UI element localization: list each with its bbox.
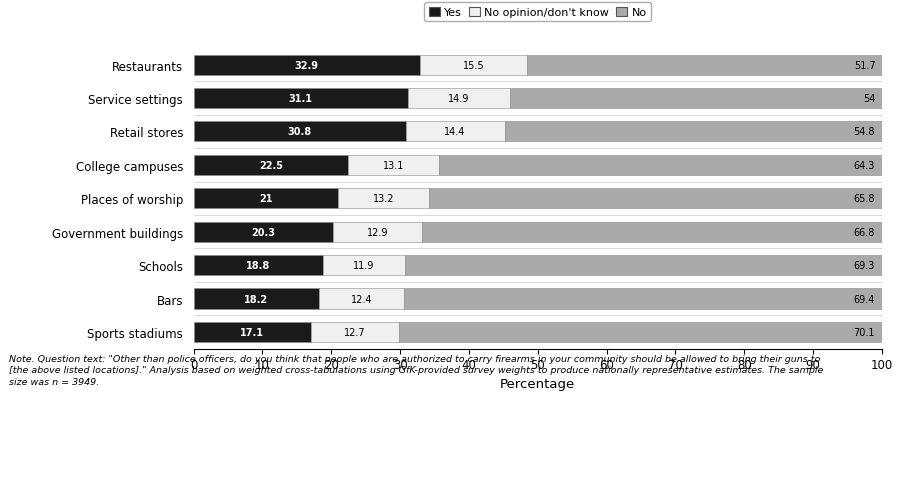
Bar — [194, 156, 348, 176]
Bar — [194, 89, 408, 109]
Bar — [319, 289, 404, 309]
Text: 12.4: 12.4 — [351, 294, 373, 304]
Text: 30.8: 30.8 — [287, 127, 311, 137]
Text: FIGURE 1—Public Opinion on Where People Authorized to Carry Firearms Should Be A: FIGURE 1—Public Opinion on Where People … — [9, 461, 845, 470]
Text: 54.8: 54.8 — [853, 127, 875, 137]
Bar — [194, 122, 406, 142]
Text: 14.9: 14.9 — [448, 94, 470, 104]
Bar — [404, 289, 882, 309]
Bar — [194, 222, 333, 242]
Bar — [510, 89, 882, 109]
Text: 11.9: 11.9 — [353, 261, 374, 270]
X-axis label: Percentage: Percentage — [500, 377, 575, 390]
Text: 66.8: 66.8 — [854, 227, 875, 237]
Bar — [406, 122, 505, 142]
Text: 12.9: 12.9 — [367, 227, 389, 237]
Text: 64.3: 64.3 — [853, 161, 875, 170]
Bar — [405, 256, 882, 276]
Bar — [399, 322, 881, 342]
Text: 31.1: 31.1 — [289, 94, 312, 104]
Bar — [194, 256, 323, 276]
Text: 12.7: 12.7 — [344, 327, 365, 337]
Bar — [323, 256, 405, 276]
Text: Note. Question text: "Other than police officers, do you think that people who a: Note. Question text: "Other than police … — [9, 354, 824, 386]
Text: 13.2: 13.2 — [373, 194, 394, 204]
Bar — [438, 156, 881, 176]
Text: 69.4: 69.4 — [854, 294, 875, 304]
Bar — [194, 289, 319, 309]
Legend: Yes, No opinion/don't know, No: Yes, No opinion/don't know, No — [425, 3, 651, 22]
Text: 13.1: 13.1 — [382, 161, 404, 170]
Bar — [429, 189, 882, 209]
Bar — [333, 222, 422, 242]
Text: 70.1: 70.1 — [853, 327, 875, 337]
Text: 22.5: 22.5 — [259, 161, 283, 170]
Bar — [311, 322, 399, 342]
Text: 17.1: 17.1 — [240, 327, 265, 337]
Text: 15.5: 15.5 — [463, 61, 484, 70]
Bar — [194, 322, 311, 342]
Bar — [194, 56, 420, 76]
Bar — [194, 189, 338, 209]
Text: 51.7: 51.7 — [854, 61, 876, 70]
Bar — [348, 156, 438, 176]
Text: 21: 21 — [259, 194, 273, 204]
Bar — [526, 56, 883, 76]
Text: 69.3: 69.3 — [854, 261, 875, 270]
Bar — [408, 89, 510, 109]
Text: 32.9: 32.9 — [295, 61, 319, 70]
Bar — [420, 56, 526, 76]
Text: 14.4: 14.4 — [445, 127, 466, 137]
Text: 54: 54 — [863, 94, 875, 104]
Text: 18.8: 18.8 — [246, 261, 270, 270]
Bar — [338, 189, 429, 209]
Text: 20.3: 20.3 — [251, 227, 275, 237]
Text: 65.8: 65.8 — [853, 194, 875, 204]
Bar — [422, 222, 882, 242]
Bar — [505, 122, 882, 142]
Text: 18.2: 18.2 — [244, 294, 268, 304]
